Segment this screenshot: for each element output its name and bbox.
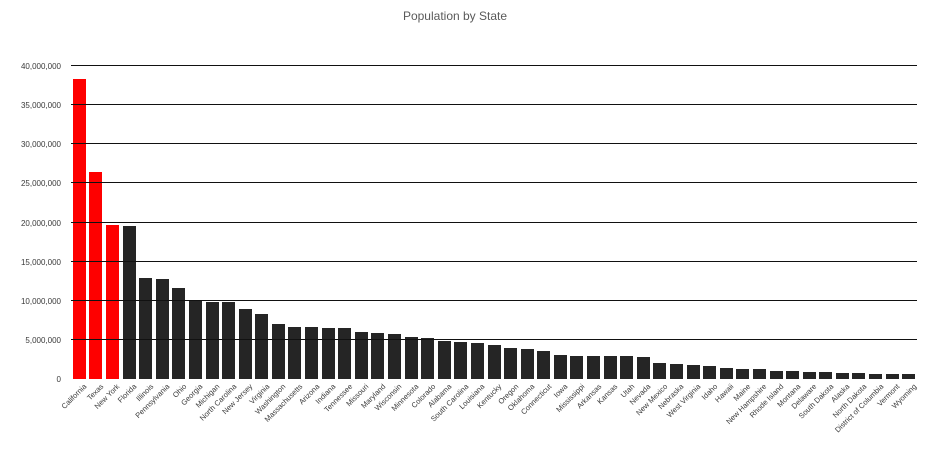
bar-massachusetts[interactable]	[288, 326, 302, 379]
bar-south-dakota[interactable]	[819, 372, 833, 379]
y-tick-label-25-000-000: 25,000,000	[20, 179, 61, 189]
gridline-35-000-000	[71, 104, 917, 106]
bar-kentucky[interactable]	[487, 344, 501, 379]
bar-montana[interactable]	[786, 371, 800, 379]
bar-texas[interactable]	[89, 172, 103, 379]
bar-new-york[interactable]	[105, 225, 119, 379]
y-tick-label-30-000-000: 30,000,000	[20, 140, 61, 150]
gridline-25-000-000	[71, 182, 917, 184]
bar-idaho[interactable]	[703, 366, 717, 379]
bar-oregon[interactable]	[504, 348, 518, 379]
bar-north-carolina[interactable]	[222, 301, 236, 379]
bar-alaska[interactable]	[835, 373, 849, 379]
bar-delaware[interactable]	[802, 371, 816, 379]
bar-new-mexico[interactable]	[653, 362, 667, 379]
x-axis-labels: California Texas New York Florida Illinois Pe…	[60, 382, 918, 454]
bar-west-virginia[interactable]	[686, 364, 700, 379]
bar-new-hampshire[interactable]	[752, 368, 766, 379]
bar-ohio[interactable]	[172, 288, 186, 379]
bar-nevada[interactable]	[636, 357, 650, 379]
bar-washington[interactable]	[271, 324, 285, 379]
gridline-15-000-000	[71, 260, 917, 262]
bar-oklahoma[interactable]	[520, 348, 534, 379]
bar-north-dakota[interactable]	[852, 373, 866, 379]
bar-alabama[interactable]	[437, 341, 451, 379]
bar-missouri[interactable]	[354, 331, 368, 379]
bar-florida[interactable]	[122, 226, 136, 379]
bar-michigan[interactable]	[205, 301, 219, 379]
gridline-20-000-000	[71, 221, 917, 223]
bar-georgia[interactable]	[188, 300, 202, 379]
bar-indiana[interactable]	[321, 327, 335, 379]
bar-hawaii[interactable]	[719, 368, 733, 379]
bar-district-of-columbia[interactable]	[869, 373, 883, 379]
bar-illinois[interactable]	[139, 278, 153, 379]
y-tick-label-0: 0	[56, 375, 61, 384]
bar-pennsylvania[interactable]	[155, 279, 169, 379]
bar-south-carolina[interactable]	[454, 341, 468, 379]
bar-colorado[interactable]	[421, 337, 435, 379]
bar-utah[interactable]	[620, 356, 634, 379]
bar-iowa[interactable]	[553, 354, 567, 379]
bar-virginia[interactable]	[255, 314, 269, 379]
bar-tennessee[interactable]	[338, 328, 352, 379]
bar-rhode-island[interactable]	[769, 370, 783, 379]
y-tick-label-40-000-000: 40,000,000	[20, 62, 61, 71]
bar-wisconsin[interactable]	[387, 334, 401, 379]
bar-mississippi[interactable]	[570, 355, 584, 379]
gridline-10-000-000	[71, 299, 917, 301]
bar-maryland[interactable]	[371, 332, 385, 379]
bar-minnesota[interactable]	[404, 336, 418, 379]
bar-louisiana[interactable]	[470, 342, 484, 379]
bar-california[interactable]	[72, 79, 86, 379]
plot-area	[71, 65, 917, 379]
bar-maine[interactable]	[736, 368, 750, 379]
y-axis-labels: 0 5,000,000 10,000,000 15,000,000 20,000,000…	[0, 62, 61, 384]
y-tick-label-10-000-000: 10,000,000	[20, 296, 61, 306]
bar-new-jersey[interactable]	[238, 309, 252, 379]
y-tick-label-35-000-000: 35,000,000	[20, 101, 61, 111]
bar-vermont[interactable]	[885, 374, 899, 379]
gridline-5-000-000	[71, 338, 917, 340]
gridline-40-000-000	[71, 65, 917, 66]
gridline-30-000-000	[71, 143, 917, 145]
bar-nebraska[interactable]	[669, 364, 683, 379]
bar-connecticut[interactable]	[537, 350, 551, 379]
y-tick-label-15-000-000: 15,000,000	[20, 257, 61, 267]
y-tick-label-5-000-000: 5,000,000	[25, 335, 61, 345]
y-tick-label-20-000-000: 20,000,000	[20, 218, 61, 228]
bar-wyoming[interactable]	[902, 374, 916, 379]
bar-arizona[interactable]	[305, 327, 319, 379]
bar-arkansas[interactable]	[587, 355, 601, 379]
bar-kansas[interactable]	[603, 356, 617, 379]
chart-title: Population by State	[402, 9, 508, 23]
